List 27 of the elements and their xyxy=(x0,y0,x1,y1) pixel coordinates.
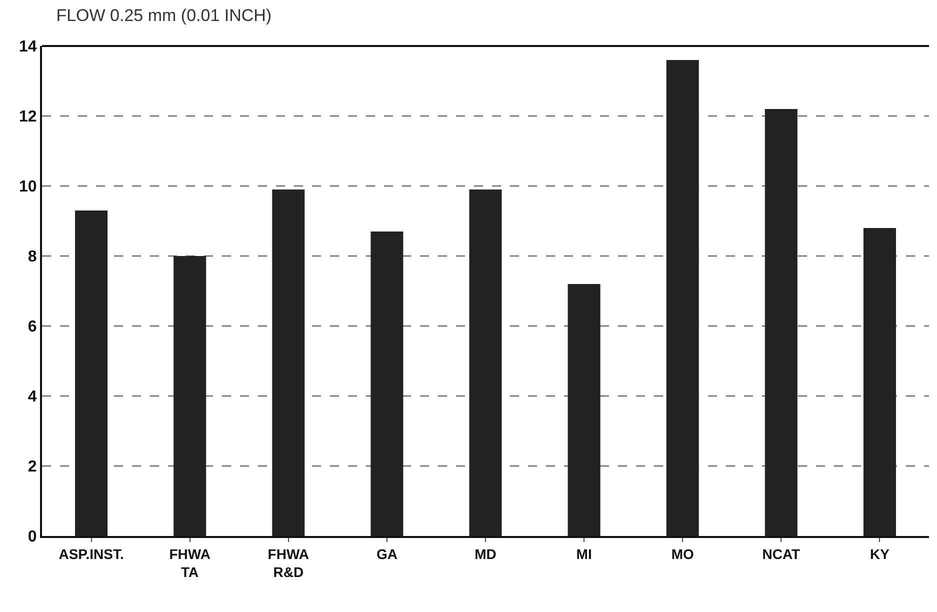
x-tick-label: KY xyxy=(870,546,890,562)
bar xyxy=(75,210,108,536)
y-tick-label: 0 xyxy=(28,528,37,546)
x-tick-label: MO xyxy=(671,546,694,562)
chart-title: FLOW 0.25 mm (0.01 INCH) xyxy=(56,6,272,26)
x-tick-label: MD xyxy=(474,546,496,562)
x-tick-label: FHWA R&D xyxy=(268,546,309,580)
bar xyxy=(863,228,896,536)
x-tick-label: NCAT xyxy=(762,546,801,562)
bar xyxy=(764,109,798,536)
bar xyxy=(469,190,502,536)
y-tick-label: 12 xyxy=(19,108,37,126)
bar xyxy=(174,256,206,536)
y-tick-label: 14 xyxy=(19,38,37,56)
y-tick-label: 10 xyxy=(19,178,37,196)
bar xyxy=(370,232,404,536)
bar xyxy=(568,284,600,536)
x-tick-label: MI xyxy=(576,546,592,562)
y-tick-label: 4 xyxy=(28,388,37,406)
y-tick-label: 6 xyxy=(28,318,37,336)
x-tick-label: FHWA TA xyxy=(169,546,210,580)
bar xyxy=(272,190,305,536)
y-tick-label: 8 xyxy=(28,248,37,266)
bar xyxy=(666,60,699,536)
x-tick-label: GA xyxy=(376,546,398,562)
x-tick-label: ASP.INST. xyxy=(58,546,124,562)
y-tick-label: 2 xyxy=(28,458,37,476)
